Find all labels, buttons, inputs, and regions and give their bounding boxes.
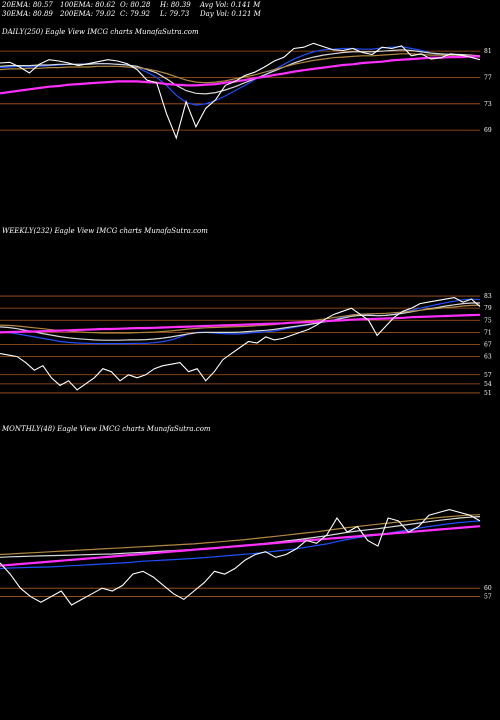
series-line-ema-50 xyxy=(0,304,481,334)
series-line-ema-20 xyxy=(0,298,481,345)
open-readout: O: 80.28 xyxy=(120,1,151,9)
ema30-readout: 30EMA: 80.89 xyxy=(2,10,53,18)
y-tick-label: 57 xyxy=(484,372,492,379)
ema200-readout: 200EMA: 79.02 xyxy=(60,10,116,18)
series-line-ema-100 xyxy=(0,525,481,567)
series-line-ema-100 xyxy=(0,55,480,95)
panel-title: WEEKLY(232) Eagle View IMCG charts Munaf… xyxy=(2,227,208,235)
panel-title: MONTHLY(48) Eagle View IMCG charts Munaf… xyxy=(1,425,211,433)
series-line-ema-20 xyxy=(0,45,481,106)
y-tick-label: 81 xyxy=(484,48,492,55)
y-tick-label: 79 xyxy=(484,305,492,312)
ema20-readout: 20EMA: 80.57 xyxy=(2,1,53,9)
y-tick-label: 77 xyxy=(484,74,492,81)
y-tick-label: 67 xyxy=(484,341,492,348)
series-line-price xyxy=(0,42,481,140)
series-line-price xyxy=(0,509,481,606)
series-line-ema-30 xyxy=(0,516,481,558)
series-line-ema-100 xyxy=(0,313,481,334)
y-tick-label: 54 xyxy=(484,381,492,388)
y-tick-label: 73 xyxy=(484,101,492,108)
low-readout: L: 79.73 xyxy=(160,10,190,18)
series-line-ema-30 xyxy=(0,49,481,95)
y-tick-label: 51 xyxy=(484,390,492,397)
series-line-ema-50 xyxy=(0,514,481,556)
series-line-price xyxy=(0,297,481,391)
y-tick-label: 75 xyxy=(484,317,492,324)
ema100-readout: 100EMA: 80.62 xyxy=(60,1,116,9)
series-line-ema-20 xyxy=(0,520,481,570)
panel-title: DAILY(250) Eagle View IMCG charts Munafa… xyxy=(1,28,199,36)
series-line-ema-30 xyxy=(0,302,480,341)
y-tick-label: 60 xyxy=(484,585,492,592)
high-readout: H: 80.39 xyxy=(160,1,191,9)
day-vol-readout: Day Vol: 0.121 M xyxy=(200,10,261,18)
close-readout: C: 79.92 xyxy=(120,10,150,18)
y-tick-label: 63 xyxy=(484,354,492,361)
avg-vol-readout: Avg Vol: 0.141 M xyxy=(200,1,261,9)
y-tick-label: 69 xyxy=(484,127,492,134)
series-line-ema-50 xyxy=(0,53,481,84)
y-tick-label: 57 xyxy=(484,594,492,601)
y-tick-label: 71 xyxy=(484,329,492,336)
y-tick-label: 83 xyxy=(484,293,492,300)
